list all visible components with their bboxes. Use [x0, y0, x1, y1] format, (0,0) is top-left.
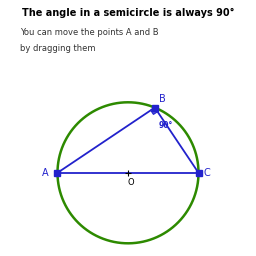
Text: B: B [159, 94, 166, 104]
Text: O: O [127, 178, 134, 187]
Text: 90°: 90° [158, 121, 173, 130]
Text: You can move the points A and B: You can move the points A and B [20, 28, 159, 37]
Text: C: C [204, 168, 210, 178]
Polygon shape [151, 108, 157, 114]
Text: The angle in a semicircle is always 90°: The angle in a semicircle is always 90° [22, 8, 234, 18]
Text: by dragging them: by dragging them [20, 44, 96, 52]
Text: A: A [42, 168, 49, 178]
